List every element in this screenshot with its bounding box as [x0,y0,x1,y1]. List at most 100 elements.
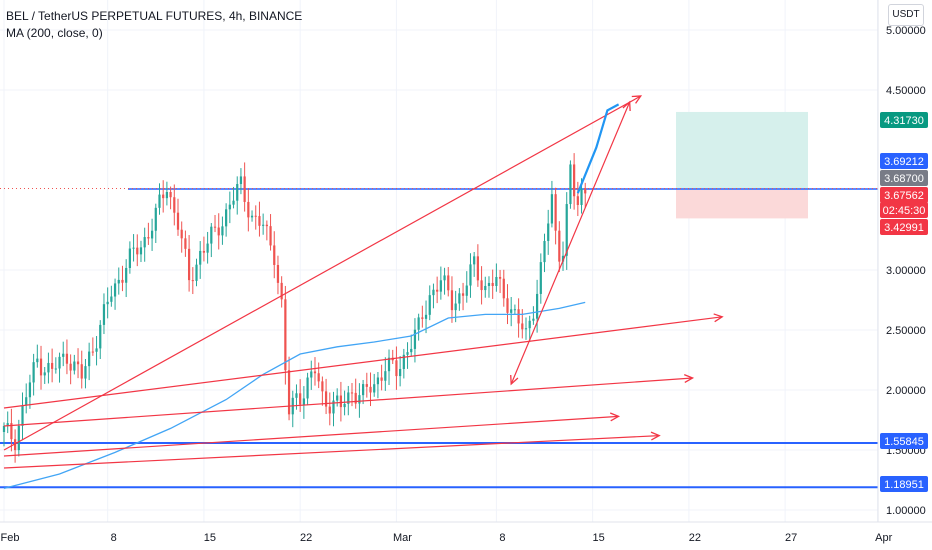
price-badge-label: 3.68700 [884,173,924,185]
candle-body [273,245,276,265]
trend-line-arrow [650,431,661,441]
candle-body [236,184,239,201]
candle-body [376,377,380,385]
trend-line [3,95,642,451]
candle-body [517,309,520,324]
candle-body [32,362,35,383]
candle-body [532,318,535,321]
candle-body [306,377,309,399]
price-badge-label: 3.69212 [884,156,924,168]
candle-body [447,275,450,291]
currency-button[interactable]: USDT [888,4,924,26]
price-badge [880,219,928,235]
candle-body [498,276,502,279]
trend-line [3,435,660,469]
candle-body [247,201,250,218]
candle-body [206,243,209,253]
candle-body [117,279,120,284]
candle-body [121,279,124,283]
candle-body [210,226,213,244]
candle-body [561,255,565,262]
trend-line-arrow [631,95,643,104]
candle-body [13,439,17,451]
candle-body [284,299,287,371]
candle-body [480,280,483,291]
trend-line-arrow [713,313,724,323]
candle-body [491,282,494,287]
candle-body [154,207,157,231]
candle-body [506,298,509,313]
candle-body [521,323,524,330]
x-tick-label: Mar [393,532,412,544]
candle-body [569,164,572,205]
candle-body [173,197,176,213]
candle-body [150,230,154,239]
candle-body [395,360,398,377]
candle-body [265,224,268,227]
candle-body [365,384,368,387]
candle-body [258,216,261,226]
trend-line-arrow [510,374,519,386]
x-tick-label: Feb [1,532,20,544]
candle-body [339,395,343,408]
candle-body [199,250,202,265]
y-tick-label: 2.50000 [886,325,926,337]
candle-body [384,371,387,381]
chart-title: BEL / TetherUS PERPETUAL FUTURES, 4h, BI… [6,9,303,23]
profit-zone [676,111,808,189]
candle-body [202,250,206,253]
trend-line [3,377,693,427]
projection-path [576,103,620,194]
candle-body [80,364,83,379]
candle-body [495,276,498,287]
indicator-legend[interactable]: MA (200, close, 0) [6,26,103,40]
candle-body [310,371,313,378]
candle-body [180,229,183,239]
candle-body [417,317,420,330]
candle-body [528,320,531,329]
candle-body [110,296,113,302]
candle-body [221,226,224,236]
x-tick-label: 15 [593,532,605,544]
candle-body [139,247,143,255]
candle-body [580,188,583,205]
candle-body [361,384,365,396]
x-tick-label: 22 [300,532,312,544]
candle-body [432,289,435,296]
candle-body [95,348,98,352]
candle-body [65,353,69,364]
candle-body [213,226,217,228]
candle-body [276,264,280,283]
price-badge-label: 3.42991 [884,222,924,234]
candle-body [128,248,131,268]
candle-body [217,227,220,236]
candle-body [28,382,32,398]
x-tick-label: 8 [111,532,117,544]
price-badge [880,433,928,449]
candle-body [2,426,6,432]
candle-body [54,368,57,370]
candle-body [436,289,439,292]
y-tick-label: 5.00000 [886,25,926,37]
candle-body [228,204,231,210]
price-badge-label: 1.55845 [884,436,924,448]
candle-body [269,226,272,246]
candle-body [169,191,172,198]
trend-line [510,101,631,385]
x-tick-label: 22 [689,532,701,544]
candle-body [454,303,457,311]
candle-body [424,314,428,319]
candle-body [73,361,76,371]
candle-body [484,285,487,291]
candle-body [443,275,446,281]
candle-body [584,188,587,194]
candle-body [465,285,468,296]
loss-zone [676,189,808,219]
candle-body [113,283,117,297]
price-badge [880,202,928,218]
candle-body [262,224,265,226]
candle-body [439,280,442,292]
candle-body [302,398,305,405]
